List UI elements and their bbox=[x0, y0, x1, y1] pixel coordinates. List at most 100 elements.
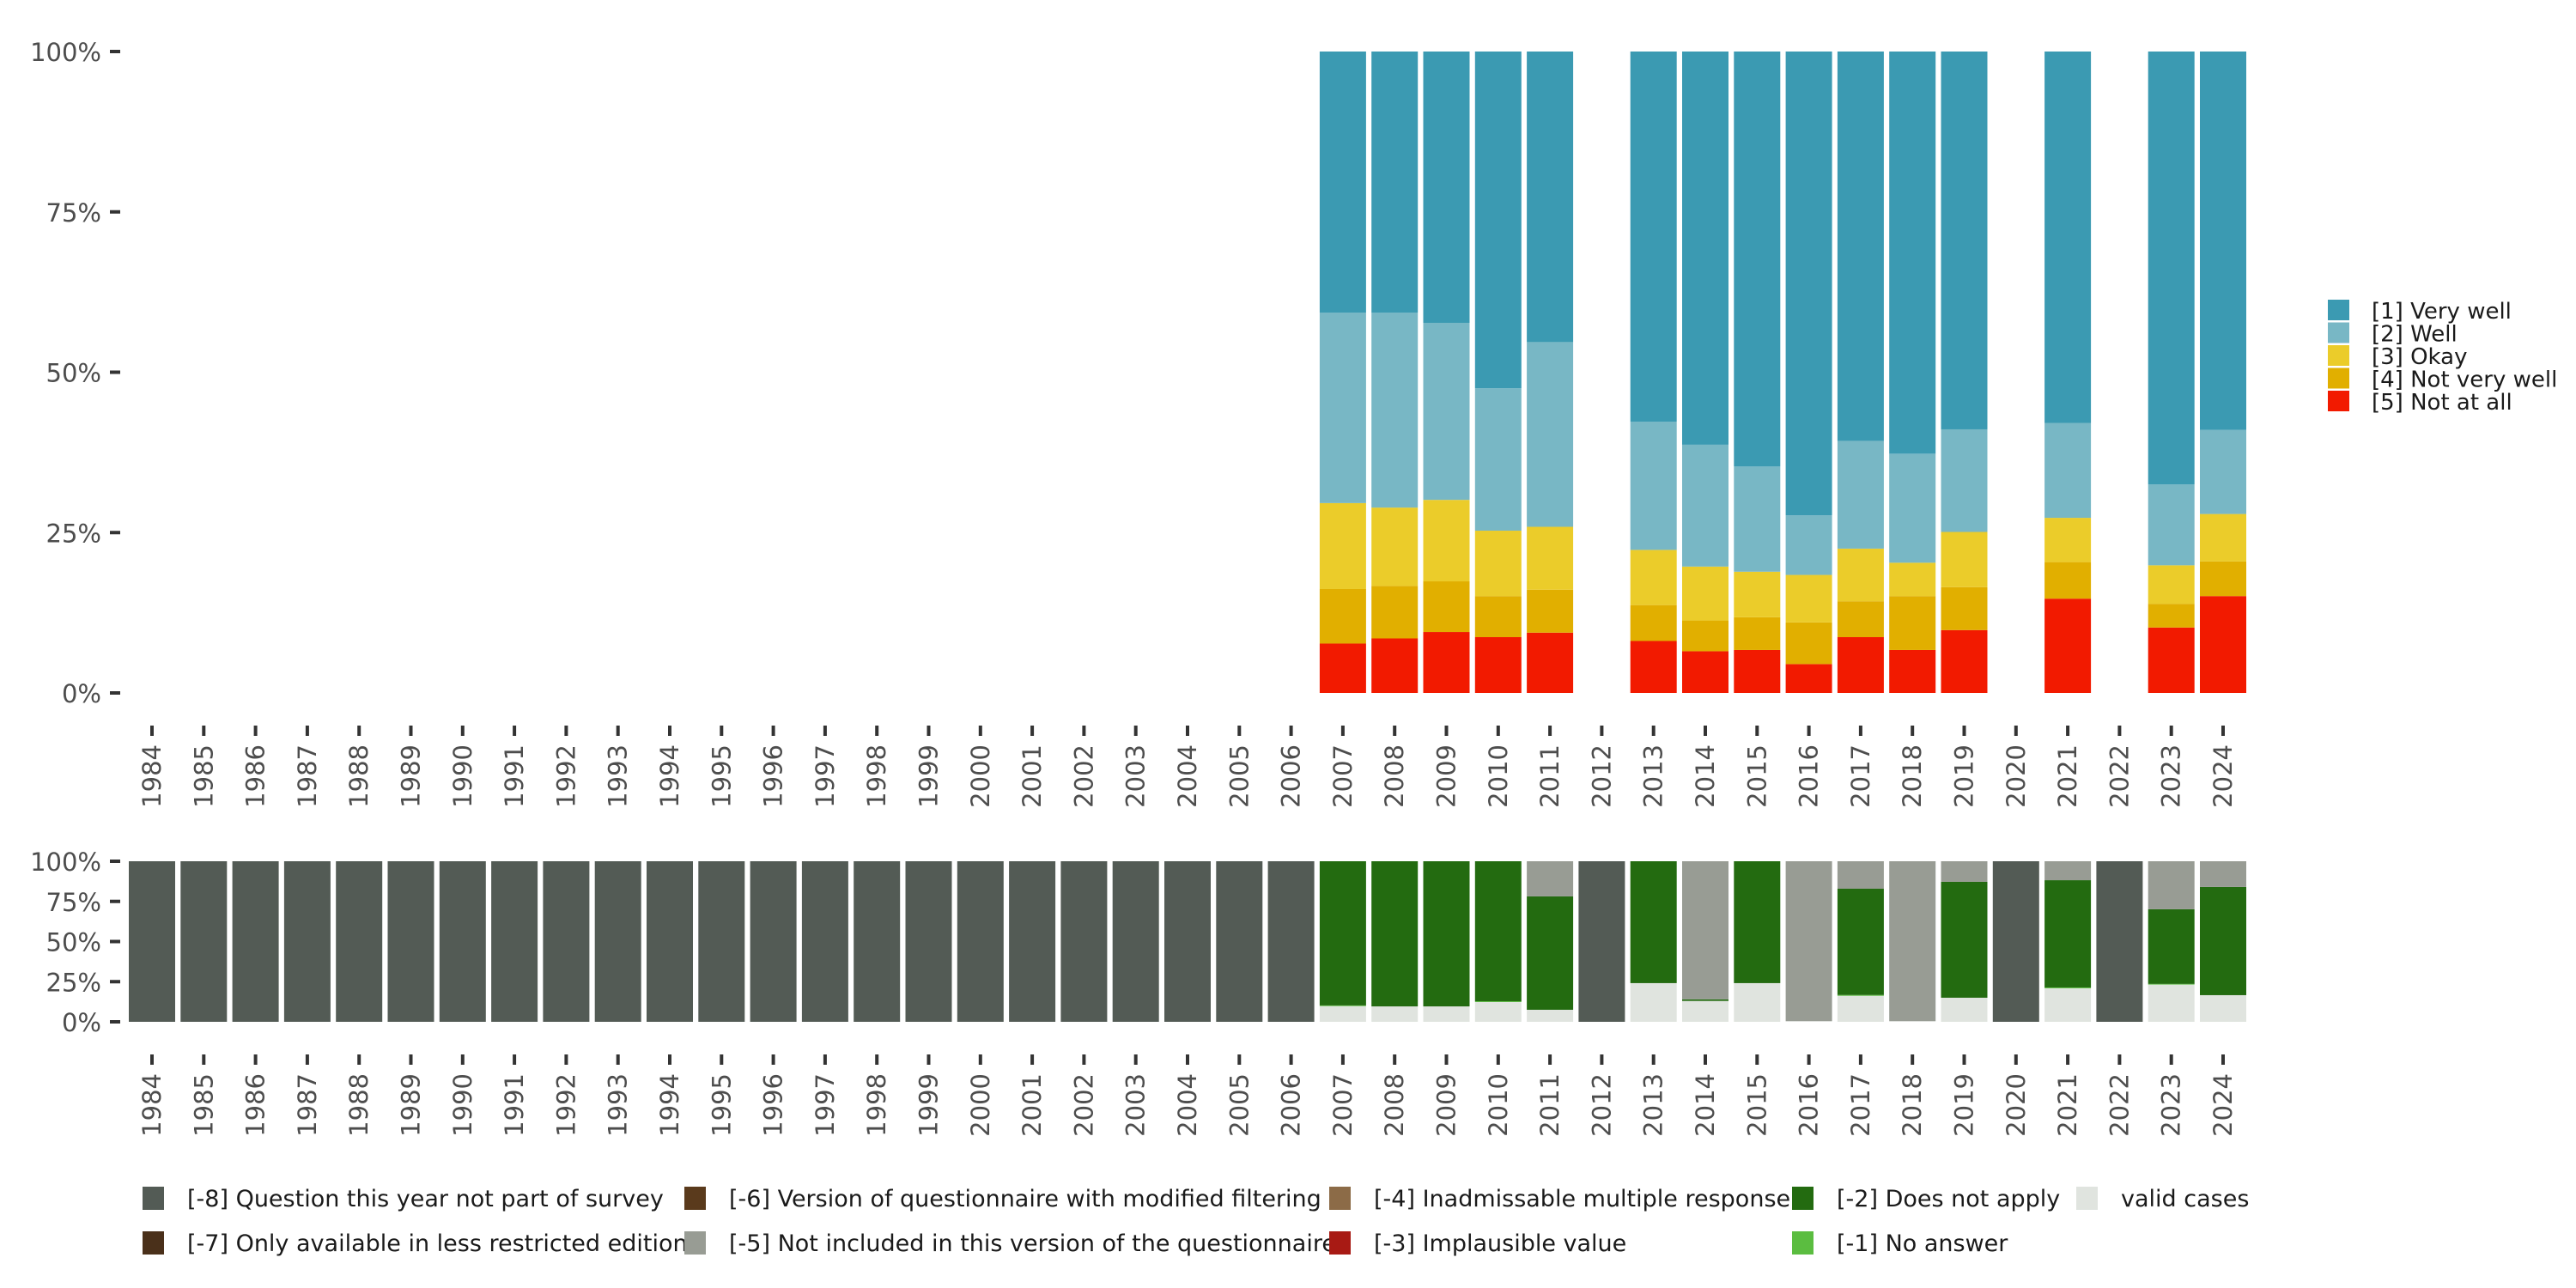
missings-x-tick-label: 1988 bbox=[344, 1073, 374, 1137]
missings-bar-segment bbox=[1319, 1005, 1366, 1006]
responses-bar-segment bbox=[1319, 52, 1366, 313]
responses-y-tick-label: 75% bbox=[46, 198, 101, 228]
responses-x-tick-label: 2015 bbox=[1742, 744, 1771, 808]
responses-x-tick-label: 1985 bbox=[189, 744, 218, 808]
missings-bar-segment bbox=[2200, 994, 2246, 1022]
responses-bar-segment bbox=[1423, 500, 1470, 582]
responses-bar-segment bbox=[1837, 601, 1884, 638]
missings-bar-segment bbox=[854, 861, 901, 1022]
responses-x-tick-label: 2022 bbox=[2105, 744, 2134, 808]
missings-x-tick-label: 1991 bbox=[500, 1073, 529, 1137]
responses-bar-segment bbox=[1474, 531, 1522, 597]
missings-bar-segment bbox=[283, 861, 331, 1022]
missings-legend: [-8] Question this year not part of surv… bbox=[143, 1186, 2249, 1257]
responses-bar-segment bbox=[1889, 596, 1936, 650]
responses-bar-segment bbox=[1527, 342, 1574, 527]
missings-bar-segment bbox=[1371, 1006, 1419, 1022]
responses-bar-segment bbox=[1474, 52, 1522, 389]
responses-x-tick-label: 2008 bbox=[1380, 744, 1409, 808]
missings-panel: 0% 25% 50% 75% 100% 1984 1985 1986 1987 1988 1989… bbox=[30, 848, 2249, 1257]
legend-swatch bbox=[2328, 345, 2349, 366]
responses-x-tick-label: 2009 bbox=[1432, 744, 1461, 808]
missings-bar-segment bbox=[439, 861, 486, 1022]
responses-bar-segment bbox=[1785, 664, 1832, 693]
responses-x-tick-label: 2013 bbox=[1639, 744, 1668, 808]
legend-label: [4] Not very well bbox=[2372, 368, 2557, 393]
responses-bar-segment bbox=[2200, 52, 2246, 430]
responses-bar-segment bbox=[1319, 643, 1366, 693]
responses-x-tick-label: 2001 bbox=[1018, 744, 1047, 808]
responses-x-tick-label: 2007 bbox=[1328, 744, 1358, 808]
responses-bar-segment bbox=[1630, 641, 1677, 693]
responses-bars bbox=[1319, 52, 2246, 693]
missings-x-tick-label: 2019 bbox=[1950, 1073, 1979, 1137]
legend-label: [-2] Does not apply bbox=[1837, 1186, 2060, 1212]
responses-bar-segment bbox=[2148, 604, 2195, 628]
responses-x-tick-label: 1995 bbox=[707, 744, 736, 808]
legend-label: [2] Well bbox=[2372, 322, 2458, 348]
missings-x-tick-label: 2003 bbox=[1121, 1073, 1151, 1137]
responses-x-tick-label: 1986 bbox=[241, 744, 270, 808]
missings-bar-segment bbox=[1837, 995, 1884, 1022]
responses-x-tick-label: 2000 bbox=[966, 744, 995, 808]
missings-y-axis: 0% 25% 50% 75% 100% bbox=[30, 848, 120, 1037]
responses-bar-segment bbox=[1941, 428, 1988, 532]
missings-bar-segment bbox=[387, 861, 434, 1022]
responses-bar-segment bbox=[2148, 484, 2195, 566]
responses-panel: 0% 25% 50% 75% 100% 1984 1985 1986 1987 1988 1989… bbox=[30, 38, 2557, 808]
responses-bar-segment bbox=[1319, 588, 1366, 644]
responses-x-tick-label: 1992 bbox=[551, 744, 580, 808]
responses-bar-segment bbox=[1527, 589, 1574, 633]
responses-y-tick-label: 0% bbox=[62, 679, 101, 708]
responses-bar-segment bbox=[1527, 632, 1574, 693]
missings-bar-segment bbox=[957, 861, 1004, 1022]
missings-bar-segment bbox=[698, 861, 745, 1022]
missings-x-tick-label: 2020 bbox=[2002, 1073, 2031, 1137]
missings-y-tick-label: 0% bbox=[62, 1008, 101, 1037]
missings-bar-segment bbox=[2044, 987, 2092, 988]
missings-x-tick-label: 2008 bbox=[1380, 1073, 1409, 1137]
missings-x-tick-label: 2014 bbox=[1691, 1073, 1720, 1137]
missings-bar-segment bbox=[2096, 861, 2143, 1022]
missings-bar-segment bbox=[2044, 987, 2092, 1022]
responses-x-tick-label: 1999 bbox=[914, 744, 944, 808]
missings-bar-segment bbox=[1371, 861, 1419, 1007]
missings-bar-segment bbox=[1474, 1001, 1522, 1002]
missings-bar-segment bbox=[647, 861, 693, 1022]
missings-bar-segment bbox=[1837, 861, 1884, 889]
responses-bar-segment bbox=[2200, 596, 2246, 693]
responses-bar-segment bbox=[1941, 532, 1988, 587]
responses-bar-segment bbox=[1423, 632, 1470, 693]
legend-swatch bbox=[2328, 368, 2349, 389]
legend-label: [-8] Question this year not part of surv… bbox=[187, 1186, 664, 1212]
responses-bar-segment bbox=[2044, 518, 2092, 562]
responses-bar-segment bbox=[1837, 440, 1884, 549]
missings-bar-segment bbox=[1682, 1000, 1728, 1022]
responses-bar-segment bbox=[1423, 322, 1470, 501]
responses-bar-segment bbox=[1889, 453, 1936, 563]
missings-bar-segment bbox=[1941, 861, 1988, 882]
missings-x-tick-label: 1989 bbox=[397, 1073, 426, 1137]
responses-bar-segment bbox=[2044, 562, 2092, 599]
legend-swatch bbox=[2076, 1187, 2098, 1210]
responses-x-tick-label: 1993 bbox=[604, 744, 633, 808]
responses-x-tick-label: 1996 bbox=[759, 744, 788, 808]
missings-bar-segment bbox=[1319, 1005, 1366, 1022]
missings-x-tick-label: 2013 bbox=[1639, 1073, 1668, 1137]
responses-bar-segment bbox=[1371, 507, 1419, 586]
legend-label: [-1] No answer bbox=[1837, 1230, 2008, 1257]
responses-x-tick-label: 1998 bbox=[862, 744, 891, 808]
legend-label: [-6] Version of questionnaire with modif… bbox=[729, 1186, 1321, 1212]
missings-bar-segment bbox=[129, 861, 175, 1022]
responses-bar-segment bbox=[1941, 52, 1988, 429]
missings-x-tick-label: 2024 bbox=[2208, 1073, 2238, 1137]
responses-x-tick-label: 2019 bbox=[1950, 744, 1979, 808]
missings-x-tick-label: 2021 bbox=[2053, 1073, 2082, 1137]
legend-label: [-7] Only available in less restricted e… bbox=[187, 1230, 688, 1257]
missings-x-tick-label: 1985 bbox=[189, 1073, 218, 1137]
legend-label: [-4] Inadmissable multiple response bbox=[1374, 1186, 1790, 1212]
missings-x-tick-label: 1997 bbox=[811, 1073, 840, 1137]
missings-bar-segment bbox=[2200, 886, 2246, 995]
missings-bar-segment bbox=[1941, 881, 1988, 998]
missings-bar-segment bbox=[750, 861, 797, 1022]
